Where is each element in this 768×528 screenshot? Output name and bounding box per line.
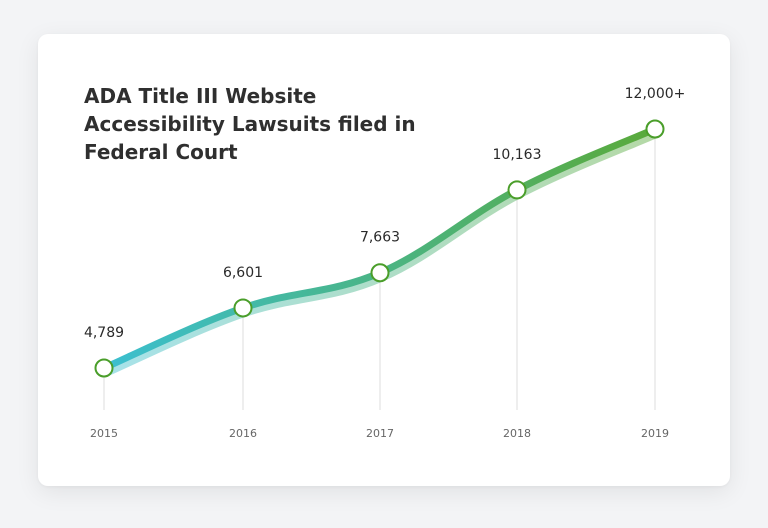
x-tick-label-2016: 2016 (229, 427, 257, 440)
marker-2015 (94, 358, 114, 378)
chart-title: ADA Title III Website Accessibility Laws… (84, 84, 416, 164)
data-label-2019: 12,000+ (625, 86, 686, 102)
vertical-guides (103, 129, 656, 410)
x-tick-label-2017: 2017 (366, 427, 394, 440)
x-axis-tick-labels: 2015 2016 2017 2018 2019 (90, 427, 669, 440)
data-label-2015: 4,789 (84, 325, 124, 341)
data-label-2018: 10,163 (493, 147, 542, 163)
data-label-2017: 7,663 (360, 230, 400, 246)
data-markers (94, 119, 665, 378)
chart-card (38, 34, 730, 486)
x-tick-label-2015: 2015 (90, 427, 118, 440)
marker-2016 (233, 298, 253, 318)
x-tick-label-2018: 2018 (503, 427, 531, 440)
data-label-2016: 6,601 (223, 265, 263, 281)
marker-2018 (507, 180, 527, 200)
x-tick-label-2019: 2019 (641, 427, 669, 440)
data-labels: 4,789 6,601 7,663 10,163 12,000+ (84, 86, 685, 341)
marker-2019 (645, 119, 665, 139)
marker-2017 (370, 263, 390, 283)
